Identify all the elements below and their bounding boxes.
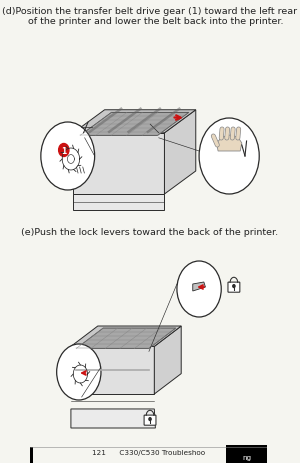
FancyBboxPatch shape xyxy=(144,415,156,425)
Polygon shape xyxy=(80,113,189,136)
Text: of the printer and lower the belt back into the printer.: of the printer and lower the belt back i… xyxy=(16,17,284,26)
Circle shape xyxy=(233,285,235,288)
Polygon shape xyxy=(71,347,154,394)
Polygon shape xyxy=(73,111,196,133)
Polygon shape xyxy=(73,133,164,194)
Polygon shape xyxy=(217,136,242,152)
Circle shape xyxy=(177,262,221,317)
Text: (d)Position the transfer belt drive gear (1) toward the left rear: (d)Position the transfer belt drive gear… xyxy=(2,7,298,16)
Circle shape xyxy=(41,123,94,191)
Circle shape xyxy=(58,144,69,157)
Polygon shape xyxy=(193,282,206,291)
Polygon shape xyxy=(164,111,196,194)
Polygon shape xyxy=(71,409,155,428)
Polygon shape xyxy=(76,328,176,349)
Text: (e)Push the lock levers toward the back of the printer.: (e)Push the lock levers toward the back … xyxy=(22,227,279,237)
Circle shape xyxy=(199,119,259,194)
Circle shape xyxy=(57,344,101,400)
Text: ng: ng xyxy=(243,454,252,460)
Text: 1: 1 xyxy=(61,146,66,155)
Polygon shape xyxy=(71,326,181,347)
Polygon shape xyxy=(30,447,33,463)
Polygon shape xyxy=(73,194,164,210)
FancyBboxPatch shape xyxy=(228,282,240,293)
Circle shape xyxy=(149,418,151,420)
Text: 121      C330/C530 Troubleshoo: 121 C330/C530 Troubleshoo xyxy=(92,449,205,455)
Polygon shape xyxy=(226,445,267,463)
Polygon shape xyxy=(154,326,181,394)
